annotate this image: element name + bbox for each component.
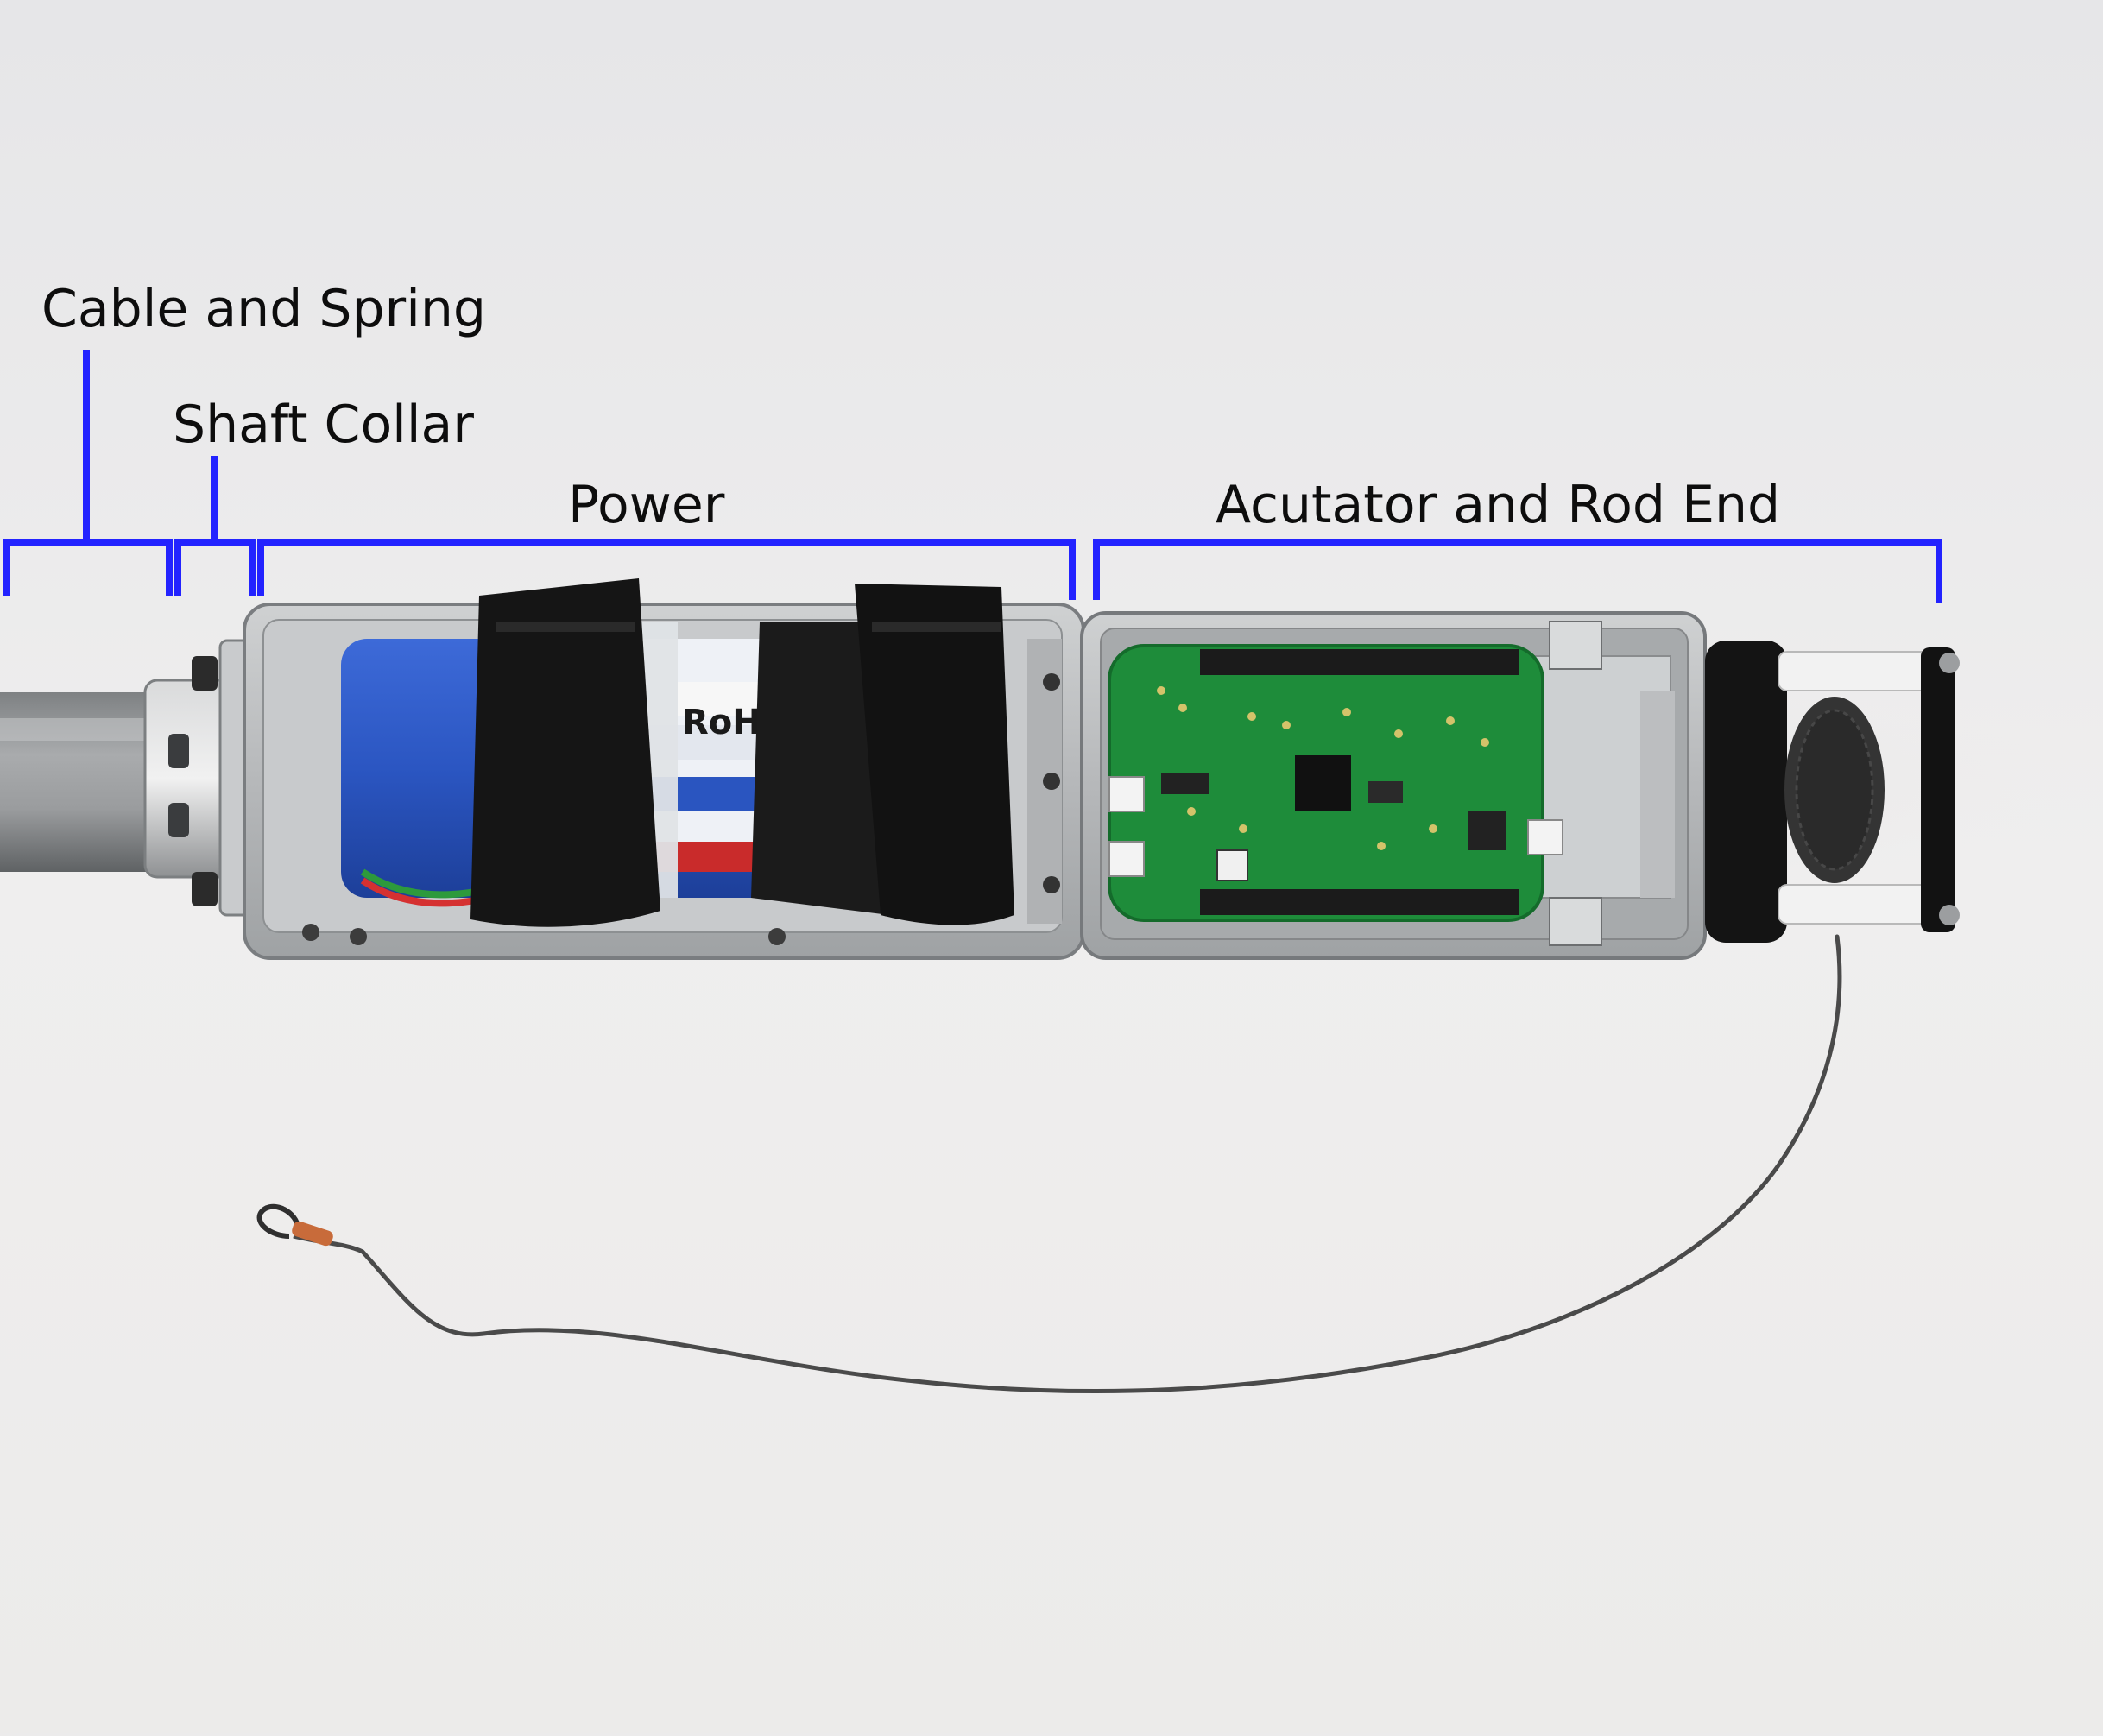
rod-end [1705, 641, 1960, 943]
bracket-actuator-and-rod-end [1093, 539, 1942, 603]
label-actuator-and-rod-end: Acutator and Rod End [1216, 475, 1781, 535]
pcb-board [1108, 644, 1563, 922]
velcro-straps [470, 578, 1014, 927]
shaft-collar [143, 656, 242, 906]
label-shaft-collar: Shaft Collar [173, 395, 474, 455]
cable [256, 934, 1842, 1394]
cable-loop [256, 1203, 300, 1239]
label-cable-and-spring: Cable and Spring [41, 279, 486, 339]
annotation-brackets [3, 350, 1942, 603]
crimp-sleeve [292, 1221, 333, 1247]
label-power: Power [568, 475, 725, 535]
bracket-power [257, 539, 1076, 600]
